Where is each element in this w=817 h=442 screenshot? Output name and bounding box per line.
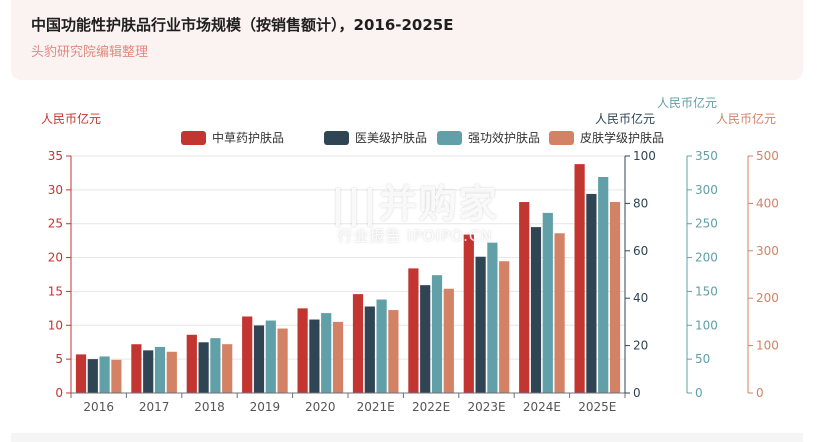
bar: [75, 354, 87, 393]
legend-label: 强功效护肤品: [468, 130, 540, 145]
legend-swatch: [549, 131, 574, 145]
y-tick-label: 20: [48, 251, 63, 265]
y-tick-label: 0: [633, 386, 641, 400]
y-tick-label: 10: [48, 318, 63, 332]
bar: [242, 316, 253, 393]
bar: [586, 193, 597, 393]
bar: [574, 164, 585, 393]
y-tick-label: 200: [695, 251, 718, 265]
watermark-sub: 行业报告 IPOIPO.CN: [337, 227, 493, 245]
y-tick-label: 350: [695, 149, 718, 163]
legend-swatch: [324, 131, 349, 145]
x-tick-label: 2019: [250, 400, 281, 414]
y-tick-label: 15: [48, 284, 63, 298]
y-axis-unit-label: 人民币亿元: [41, 111, 101, 126]
y-tick-label: 5: [55, 352, 63, 366]
y-tick-label: 80: [633, 196, 648, 210]
bar: [598, 176, 609, 393]
bar: [186, 334, 197, 393]
y-tick-label: 150: [695, 284, 718, 298]
bar: [542, 212, 553, 393]
header-card: 中国功能性护肤品行业市场规模（按销售额计），2016-2025E 头豹研究院编辑…: [11, 0, 803, 80]
legend-label: 皮肤学级护肤品: [580, 130, 664, 145]
y-tick-label: 50: [695, 352, 710, 366]
y-tick-label: 100: [633, 149, 656, 163]
bar: [443, 288, 454, 393]
footer-strip: [11, 433, 803, 442]
x-tick-label: 2016: [83, 400, 114, 414]
bar: [143, 350, 154, 393]
bar: [332, 321, 344, 393]
x-tick-label: 2017: [139, 400, 170, 414]
bar: [408, 268, 419, 393]
x-tick-label: 2025E: [578, 400, 616, 414]
bar: [222, 344, 233, 393]
bar: [210, 338, 221, 393]
bar: [519, 202, 530, 393]
x-tick-label: 2023E: [467, 400, 505, 414]
watermark-main: |||并购家: [331, 182, 499, 226]
bar: [475, 256, 486, 393]
bar: [154, 346, 166, 393]
bar: [297, 308, 308, 393]
y-tick-label: 100: [695, 318, 718, 332]
x-tick-label: 2020: [305, 400, 336, 414]
bar: [499, 261, 510, 393]
bar: [253, 325, 265, 393]
bar: [352, 294, 364, 393]
y-tick-label: 0: [695, 386, 703, 400]
chart-title: 中国功能性护肤品行业市场规模（按销售额计），2016-2025E: [31, 16, 454, 34]
bar: [99, 356, 110, 393]
y-tick-label: 35: [48, 149, 63, 163]
bar: [388, 310, 399, 393]
y-tick-label: 300: [756, 244, 779, 258]
legend-swatch: [181, 131, 206, 145]
bar: [198, 342, 209, 393]
y-tick-label: 30: [48, 183, 63, 197]
y-tick-label: 200: [756, 291, 779, 305]
bar: [111, 359, 122, 393]
bar: [609, 201, 621, 393]
bar: [131, 344, 142, 393]
y-tick-label: 0: [756, 386, 764, 400]
x-tick-label: 2021E: [357, 400, 395, 414]
y-axis-unit-label: 人民币亿元: [716, 111, 776, 126]
x-tick-label: 2022E: [412, 400, 450, 414]
y-tick-label: 250: [695, 217, 718, 231]
legend-label: 医美级护肤品: [355, 130, 427, 145]
y-axis-unit-label: 人民币亿元: [657, 95, 717, 110]
y-tick-label: 60: [633, 244, 648, 258]
bar: [530, 227, 542, 393]
y-tick-label: 40: [633, 291, 648, 305]
bar: [166, 351, 177, 393]
y-tick-label: 100: [756, 339, 779, 353]
y-axis-unit-label: 人民币亿元: [595, 111, 655, 126]
y-tick-label: 300: [695, 183, 718, 197]
bar: [364, 306, 375, 393]
y-tick-label: 0: [55, 386, 63, 400]
bar: [554, 233, 565, 393]
bar: [487, 242, 498, 393]
chart-source: 头豹研究院编辑整理: [31, 45, 149, 60]
bar: [265, 320, 276, 393]
bar: [376, 299, 387, 393]
legend-swatch: [437, 131, 462, 145]
bar: [321, 313, 332, 393]
y-tick-label: 400: [756, 196, 779, 210]
bar: [309, 319, 320, 393]
bar: [277, 328, 288, 393]
bar: [431, 275, 443, 393]
bar: [463, 234, 474, 393]
y-tick-label: 25: [48, 217, 63, 231]
legend-label: 中草药护肤品: [212, 130, 284, 145]
watermark: |||并购家 行业报告 IPOIPO.CN: [300, 182, 530, 246]
x-tick-label: 2018: [194, 400, 225, 414]
x-tick-label: 2024E: [523, 400, 561, 414]
y-tick-label: 500: [756, 149, 779, 163]
bar: [87, 359, 98, 393]
bar: [420, 285, 431, 393]
y-tick-label: 20: [633, 339, 648, 353]
